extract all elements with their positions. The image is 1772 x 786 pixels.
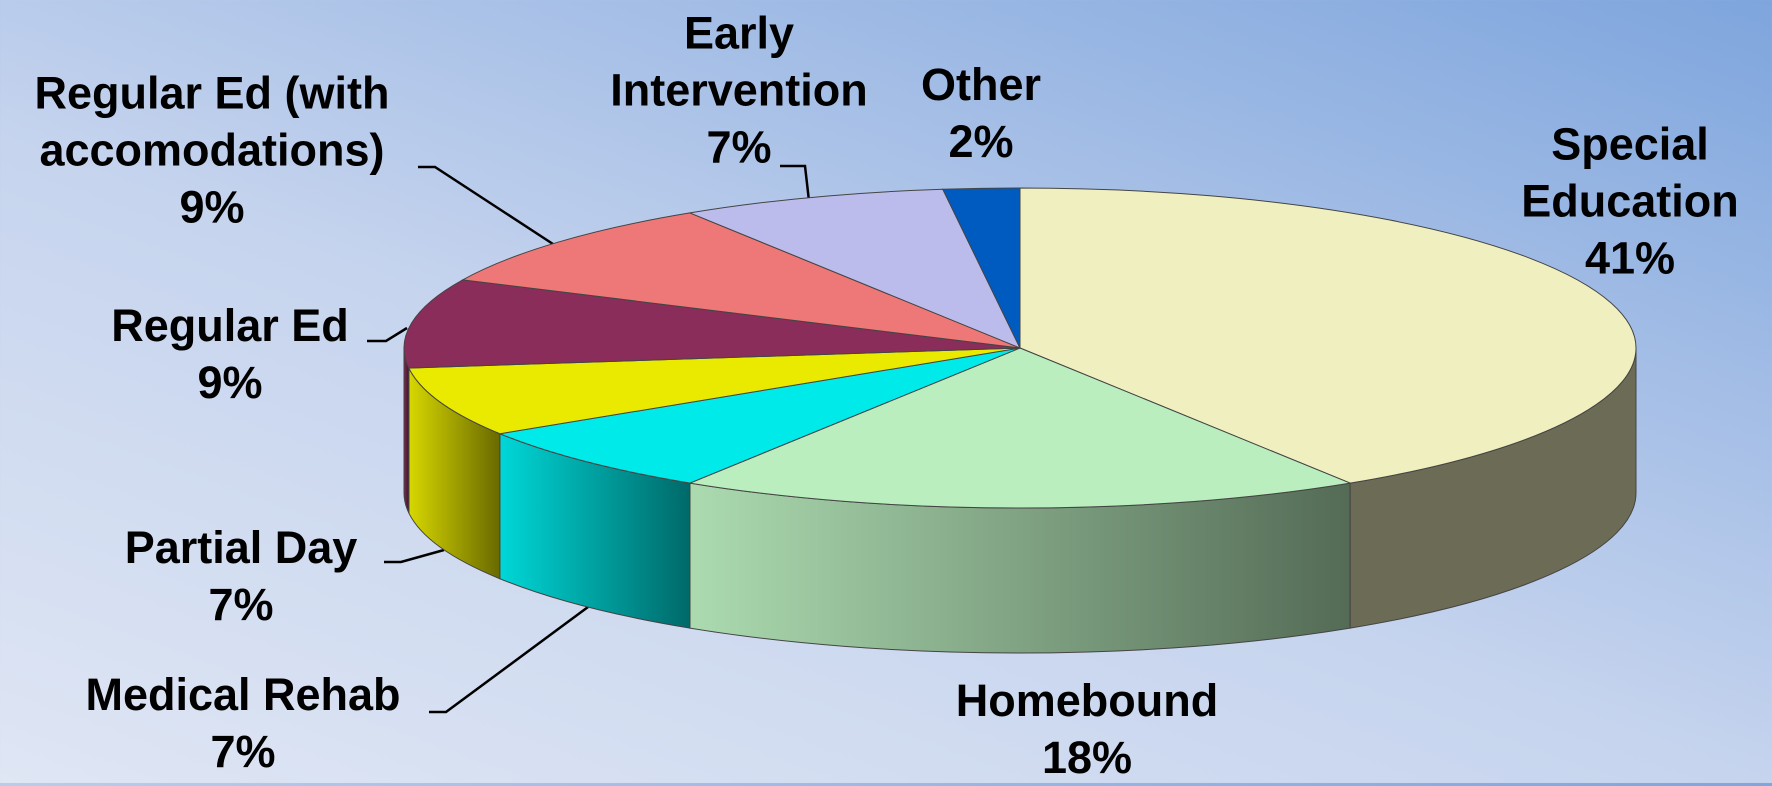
value-label: 18% [1041, 732, 1133, 783]
category-label: Early Intervention [610, 7, 868, 116]
slice [408, 347, 1021, 435]
slice [688, 347, 1352, 509]
leader-line [384, 548, 445, 564]
slice-label: Partial Day 7% [125, 519, 358, 633]
slice-label: Early Intervention 7% [589, 5, 889, 176]
leader-line [429, 605, 589, 714]
value-label: 9% [179, 181, 245, 233]
slice [942, 187, 1021, 349]
category-label: Regular Ed [111, 300, 349, 351]
category-label: Medical Rehab [85, 669, 401, 720]
value-label: 2% [948, 116, 1014, 167]
category-label: Partial Day [124, 522, 358, 573]
slice [498, 347, 1021, 484]
category-label: Other [920, 59, 1042, 110]
slice-side [689, 482, 1351, 654]
slice [1019, 187, 1637, 484]
slice-label: Special Education 41% [1495, 116, 1765, 287]
value-label: 7% [208, 579, 274, 630]
value-label: 41% [1584, 232, 1676, 284]
slice-side [403, 347, 410, 514]
pie-tops [403, 187, 1637, 509]
slice-label: Regular Ed (with accomodations) 9% [7, 65, 417, 236]
leader-line [367, 326, 408, 343]
slice-label: Medical Rehab 7% [85, 666, 400, 780]
slice [403, 279, 1021, 369]
slice [461, 212, 1021, 349]
pie-walls [403, 347, 1637, 654]
value-label: 7% [210, 726, 276, 777]
value-label: 7% [706, 121, 772, 173]
category-label: Special Education [1521, 118, 1739, 227]
slice-label: Regular Ed 9% [111, 297, 349, 411]
leader-lines [367, 164, 811, 714]
category-label: Homebound [955, 675, 1219, 726]
category-label: Regular Ed (with accomodations) [34, 67, 390, 176]
slice [688, 188, 1022, 349]
leader-line [418, 165, 557, 248]
value-label: 9% [197, 357, 263, 408]
slice-label: Other 2% [921, 56, 1041, 170]
slice-label: Homebound 18% [956, 672, 1218, 786]
leader-line [780, 164, 811, 202]
